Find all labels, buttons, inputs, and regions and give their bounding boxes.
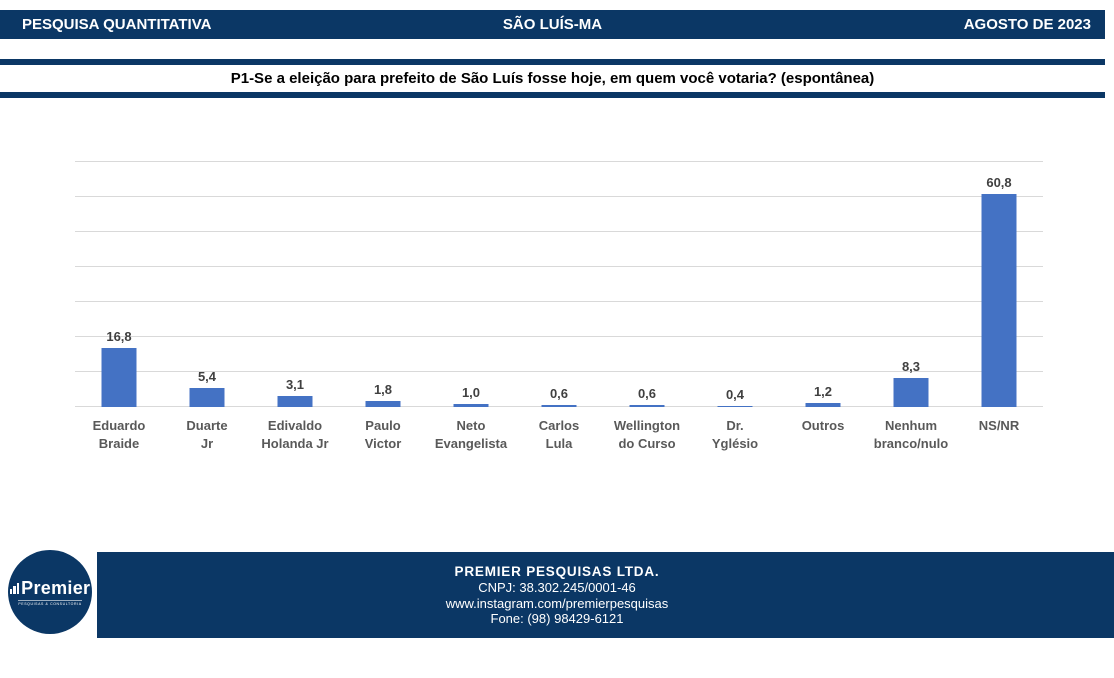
gridline-40 <box>75 266 1043 267</box>
value-label: 0,6 <box>549 385 569 401</box>
footer-phone: Fone: (98) 98429-6121 <box>490 611 624 627</box>
value-label: 1,8 <box>373 381 393 397</box>
footer-bar <box>97 552 1114 638</box>
question-title: P1-Se a eleição para prefeito de São Luí… <box>230 69 875 87</box>
chart-plot-area: 16,8 5,4 3,1 1,8 1,0 0,6 0,6 0,4 1,2 8,3 60,8 <box>75 161 1043 407</box>
footer-text-block: PREMIER PESQUISAS LTDA. CNPJ: 38.302.245… <box>0 552 1114 638</box>
category-label: Carlos Lula <box>538 418 580 451</box>
header-date: AGOSTO DE 2023 <box>963 16 1091 33</box>
gridline-60 <box>75 196 1043 197</box>
value-label: 0,4 <box>725 386 745 402</box>
header-survey-type: PESQUISA QUANTITATIVA <box>22 16 212 33</box>
gridline-20 <box>75 336 1043 337</box>
chart-column: 8,3 <box>867 162 955 407</box>
chart-column: 0,6 <box>603 162 691 407</box>
category-label: Eduardo Braide <box>92 418 146 451</box>
gridline-50 <box>75 231 1043 232</box>
chart-category-axis: Eduardo Braide Duarte Jr Edivaldo Holanda … <box>75 417 1043 453</box>
footer-cnpj: CNPJ: 38.302.245/0001-46 <box>478 580 636 596</box>
logo-name: Premier <box>21 578 91 598</box>
chart-column: 1,8 <box>339 162 427 407</box>
header-city: SÃO LUÍS-MA <box>502 16 603 33</box>
category-label: Dr. Yglésio <box>711 418 759 451</box>
title-bottom-rule <box>0 92 1105 98</box>
value-label: 0,6 <box>637 385 657 401</box>
bar <box>717 405 753 407</box>
chart-column: 16,8 <box>75 162 163 407</box>
chart-column: 0,6 <box>515 162 603 407</box>
bar <box>893 377 929 407</box>
category-label: Outros <box>801 418 845 433</box>
chart-column: 5,4 <box>163 162 251 407</box>
bar <box>541 404 577 407</box>
category-label: Duarte Jr <box>186 418 228 451</box>
value-label: 1,2 <box>813 383 833 399</box>
bar-chart-icon <box>9 583 20 594</box>
value-label: 8,3 <box>901 358 921 374</box>
value-label: 3,1 <box>285 377 305 393</box>
value-label: 60,8 <box>986 175 1012 191</box>
bar <box>277 396 313 407</box>
footer-instagram: www.instagram.com/premierpesquisas <box>445 595 669 611</box>
category-label: Wellington do Curso <box>613 418 681 451</box>
bar <box>189 388 225 407</box>
category-label: Paulo Victor <box>364 418 402 451</box>
category-label: Neto Evangelista <box>434 418 508 451</box>
gridline-30 <box>75 301 1043 302</box>
chart-column: 1,0 <box>427 162 515 407</box>
bar <box>453 403 489 407</box>
bar <box>629 404 665 407</box>
premier-logo: Premier PESQUISAS & CONSULTORIA <box>8 550 92 634</box>
chart-column: 0,4 <box>691 162 779 407</box>
bar-chart: 16,8 5,4 3,1 1,8 1,0 0,6 0,6 0,4 1,2 8,3 60,8 Edua… <box>75 161 1043 453</box>
bar <box>101 348 137 407</box>
value-label: 5,4 <box>197 369 217 385</box>
value-label: 16,8 <box>106 329 132 345</box>
chart-column: 1,2 <box>779 162 867 407</box>
bar <box>805 402 841 407</box>
chart-column: 3,1 <box>251 162 339 407</box>
category-label: NS/NR <box>978 418 1020 433</box>
title-top-rule <box>0 59 1105 65</box>
category-label: Nenhum branco/nulo <box>873 418 949 451</box>
gridline-70 <box>75 161 1043 162</box>
gridline-10 <box>75 371 1043 372</box>
header-bar: PESQUISA QUANTITATIVA SÃO LUÍS-MA AGOSTO… <box>0 10 1105 39</box>
bar <box>981 194 1017 407</box>
value-label: 1,0 <box>461 384 481 400</box>
footer-company-name: PREMIER PESQUISAS LTDA. <box>454 564 660 580</box>
chart-column: 60,8 <box>955 162 1043 407</box>
logo-tagline: PESQUISAS & CONSULTORIA <box>18 600 82 606</box>
bar <box>365 400 401 407</box>
category-label: Edivaldo Holanda Jr <box>261 418 329 451</box>
